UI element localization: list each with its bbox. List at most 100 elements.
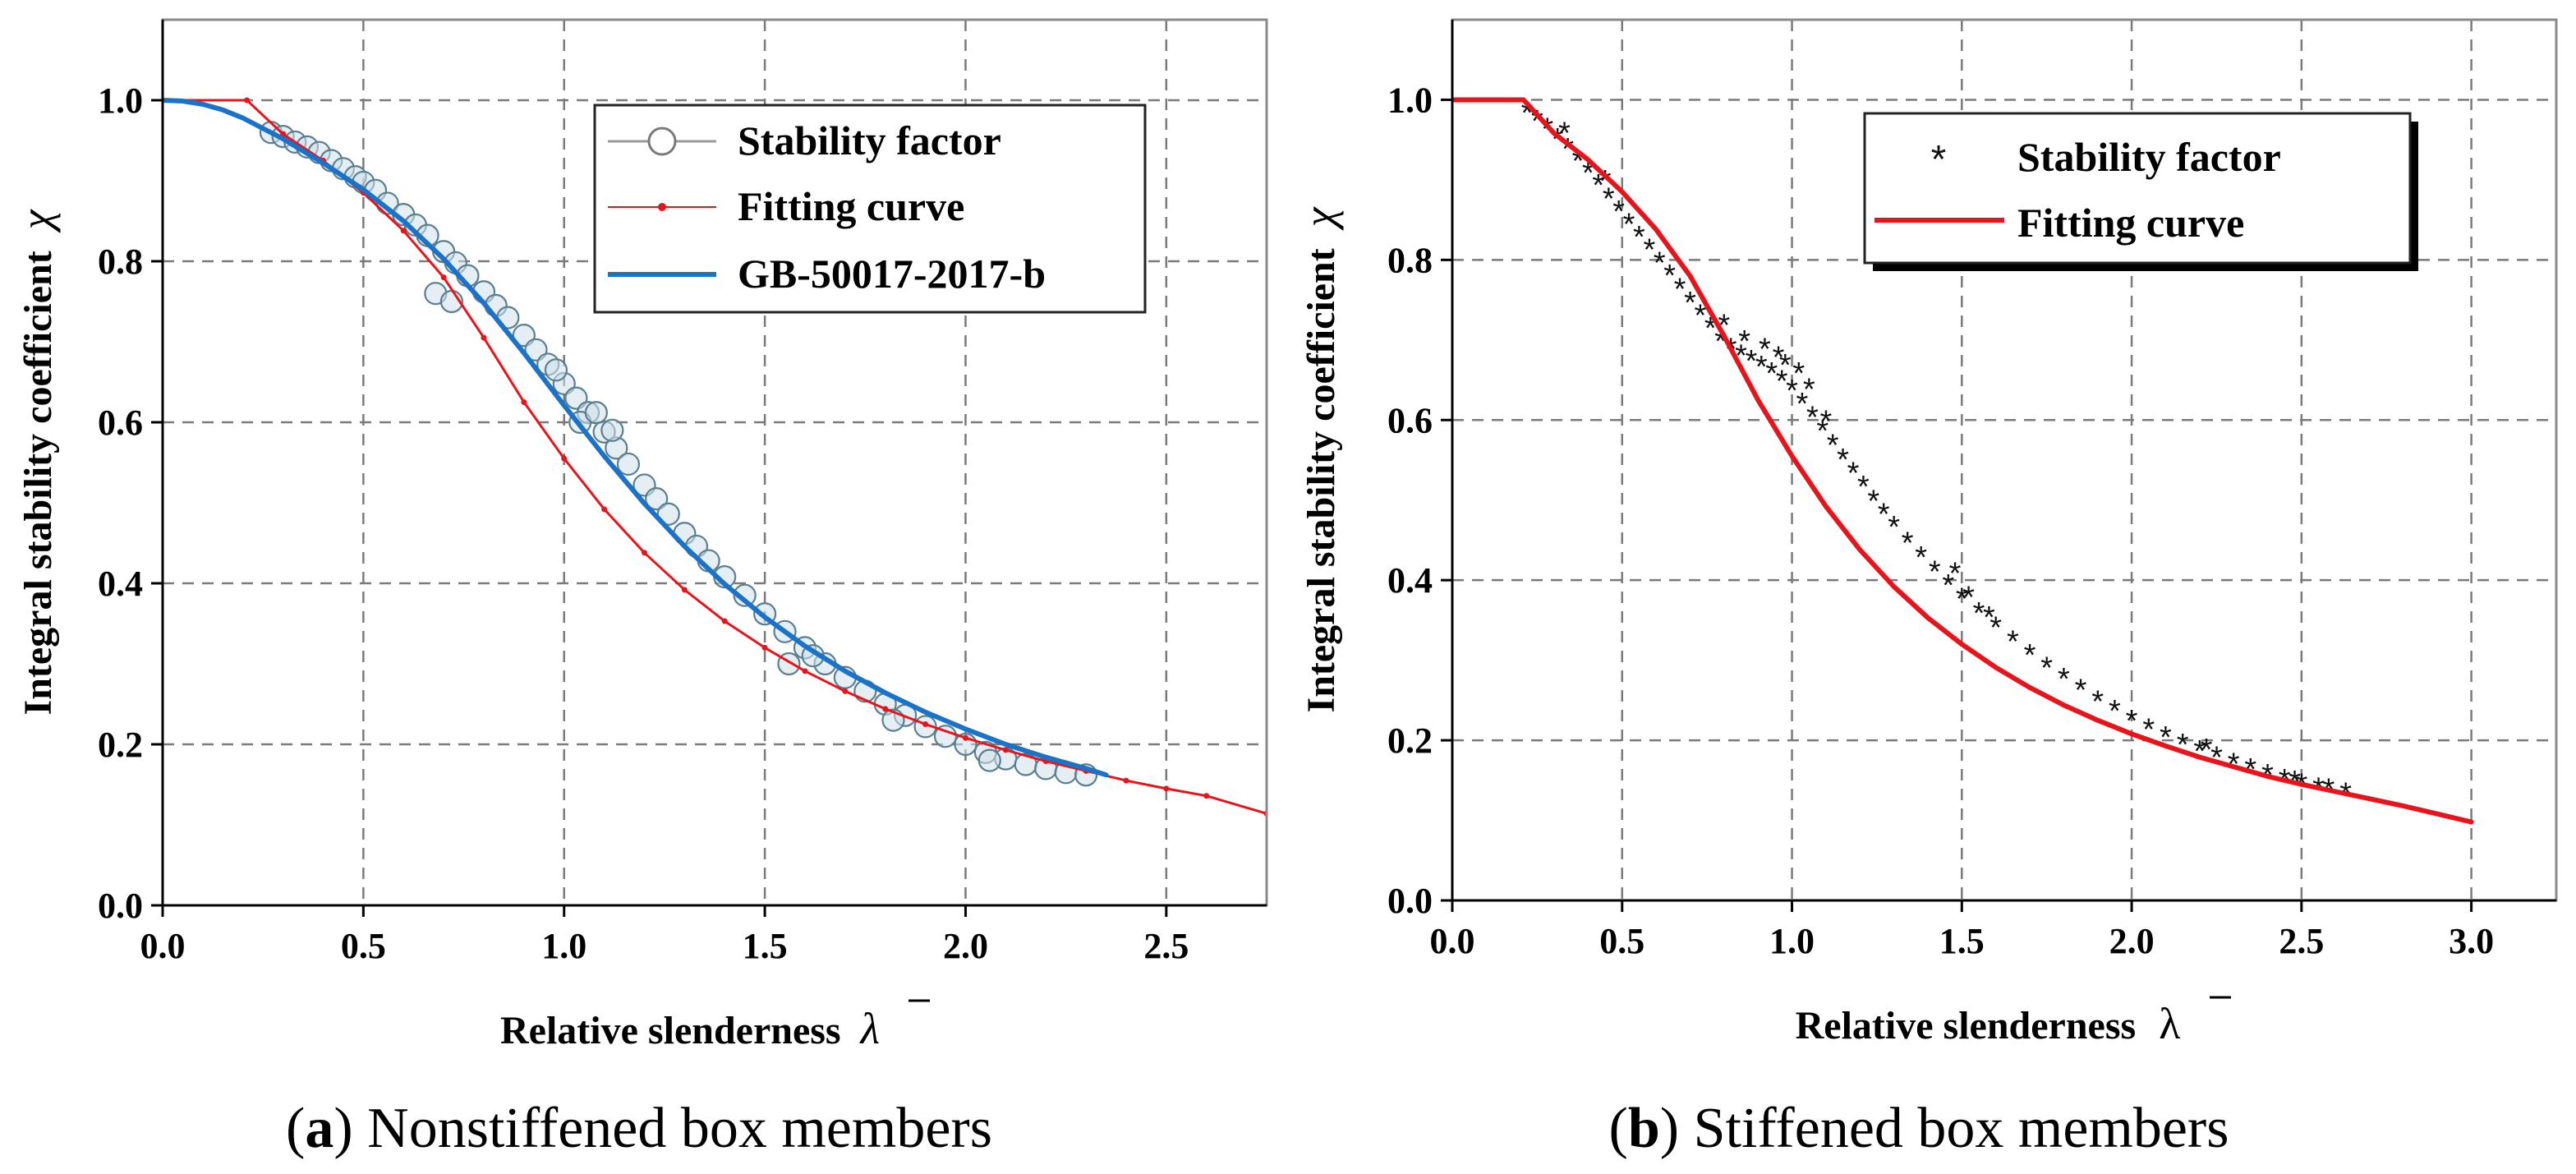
chart-a-ylabel: Integral stability coefficient χ [12,209,61,715]
chart-a-point-stability-factor [645,486,669,511]
chart-a-point-fitting-curve [440,274,447,281]
chart-b-legend-stability-marker: * [1931,138,1947,182]
chart-b-ytick-label: 1.0 [1387,80,1433,120]
chart-a-point-fitting-curve [521,399,527,405]
chart-b-line-fitting-curve [1452,97,2474,825]
chart-b-point-stability-factor: * [1674,272,1686,306]
chart-b-ytick-label: 0.6 [1387,400,1433,440]
chart-a-point-fitting-curve [882,706,889,712]
chart-b-point-stability-factor: * [1773,340,1785,375]
chart-a-point-stability-factor [656,502,680,526]
chart-a-ytick-label: 0.8 [98,242,143,282]
chart-b-ytick-label: 0.0 [1387,881,1433,921]
chart-b-xtick-label: 3.0 [2449,921,2494,961]
chart-a-ytick-label: 0.6 [98,403,143,443]
chart-a-point-fitting-curve [802,668,808,674]
chart-a-legend-stability-marker [647,127,677,156]
chart-panel-b: ************************************* * * *… [1295,18,2558,1048]
chart-b-point-stability-factor: * [1806,400,1819,435]
chart-b-point-stability-factor: * [1746,344,1758,379]
chart-b-point-stability-factor: * [1779,348,1792,383]
chart-a-point-fitting-curve [561,455,568,462]
chart-b-point-stability-factor: * [1765,357,1778,391]
chart-b-point-stability-factor: * [1803,372,1815,407]
chart-b-point-stability-factor: * [1603,182,1615,216]
caption-a-label: a [305,1097,334,1160]
chart-a-point-stability-factor [933,725,958,748]
chart-b-point-stability-factor: * [1759,333,1771,367]
chart-b-point-stability-factor: * [1990,611,2002,646]
chart-b-point-stability-factor: * [2109,694,2121,729]
chart-b-point-stability-factor: * [1973,596,1985,631]
chart-b-xtick-label: 0.5 [1599,921,1644,961]
chart-b-point-stability-factor: * [1786,374,1798,408]
chart-a-point-stability-factor [544,358,568,382]
chart-a-series [163,97,1267,817]
caption-b-text: Stiffened box members [1679,1097,2229,1160]
chart-b-point-stability-factor: * [1816,414,1828,449]
chart-b-legend: * Stability factor Fitting curve [1863,112,2418,271]
chart-b-point-stability-factor: * [1623,208,1635,242]
chart-a-point-fitting-curve [1203,793,1210,799]
chart-b-point-stability-factor: * [1962,581,1975,615]
chart-b-point-stability-factor: * [2058,662,2070,697]
chart-b-point-stability-factor: * [1878,497,1890,532]
caption-b-close: ) [1660,1097,1679,1160]
chart-a-point-fitting-curve [842,688,849,694]
chart-a-point-fitting-curve [1123,777,1129,784]
chart-b-ylabel: Integral stability coefficient χ [1295,206,1344,712]
chart-a-point-fitting-curve [601,506,608,513]
chart-b-xlabel-symbol: λ [2159,999,2180,1048]
chart-a-point-stability-factor [733,583,757,607]
chart-b-legend-fitting-label: Fitting curve [2017,200,2244,246]
chart-a-point-fitting-curve [641,550,647,556]
chart-b-xtick-label: 0.0 [1430,921,1475,961]
chart-b-point-stability-factor: * [1949,556,1962,591]
chart-a-ytick-label: 0.0 [98,886,143,926]
chart-b-point-stability-factor: * [1796,387,1809,421]
chart-a-xtick-label: 0.0 [140,926,186,966]
chart-a-xlabel-text: Relative slenderness [500,1009,841,1052]
chart-a-xtick-label: 0.5 [341,926,386,966]
chart-a-point-fitting-curve [681,587,688,593]
chart-a-point-stability-factor [616,452,641,477]
chart-b-point-stability-factor: * [1942,569,1954,603]
chart-b-xlabel: Relative slenderness λ [1796,999,2181,1048]
chart-a-legend-box [593,104,1147,314]
chart-a-legend: Stability factor Fitting curve GB-50017-… [593,104,1147,314]
chart-a-point-fitting-curve [400,228,407,234]
chart-a-ylabel-symbol: χ [12,209,61,233]
chart-b-point-stability-factor: * [1929,555,1941,589]
chart-b-point-stability-factor: * [2091,684,2104,719]
chart-a-legend-fitting-label: Fitting curve [738,183,964,229]
chart-b-point-stability-factor: * [1915,541,1927,575]
chart-a-point-fitting-curve [761,644,768,651]
chart-b-point-stability-factor: * [1684,286,1696,320]
chart-b-legend-box [1863,112,2412,265]
chart-b-point-stability-factor: * [1663,259,1676,293]
chart-b-point-stability-factor: * [1867,485,1879,519]
chart-b-point-stability-factor: * [1776,365,1788,399]
chart-a-xtick-label: 1.5 [743,926,788,966]
chart-a-legend-stability-label: Stability factor [738,117,1001,163]
chart-b-point-stability-factor: * [1654,246,1666,280]
chart-b-point-stability-factor: * [1847,457,1860,491]
chart-a-ytick-label: 1.0 [98,81,143,121]
chart-b-point-stability-factor: * [1837,443,1849,477]
chart-a-point-stability-factor [600,418,624,442]
chart-a-xtick-label: 1.0 [541,926,586,966]
chart-b-ytick-label: 0.8 [1387,240,1433,280]
chart-panel-a: 0.0 0.5 1.0 1.5 2.0 2.5 0.0 0.2 0.4 0.6 0.8 1.0 Int… [12,18,1268,1053]
chart-b-legend-stability-label: Stability factor [2017,134,2281,180]
chart-b-xtick-label: 2.5 [2279,921,2324,961]
chart-a-legend-gb-label: GB-50017-2017-b [738,251,1046,297]
chart-b-point-stability-factor: * [1983,601,1995,635]
chart-b-xtick-label: 1.5 [1939,921,1985,961]
chart-a-point-fitting-curve [922,721,929,727]
chart-b-plot-area: ************************************* * * *… [1452,96,2474,825]
chart-b-ylabel-symbol: χ [1295,206,1344,231]
caption-a: (a) Nonstiffened box members [286,1097,992,1160]
caption-b: (b) Stiffened box members [1609,1097,2229,1160]
chart-b-series: ************************************* * * *… [1452,96,2474,825]
